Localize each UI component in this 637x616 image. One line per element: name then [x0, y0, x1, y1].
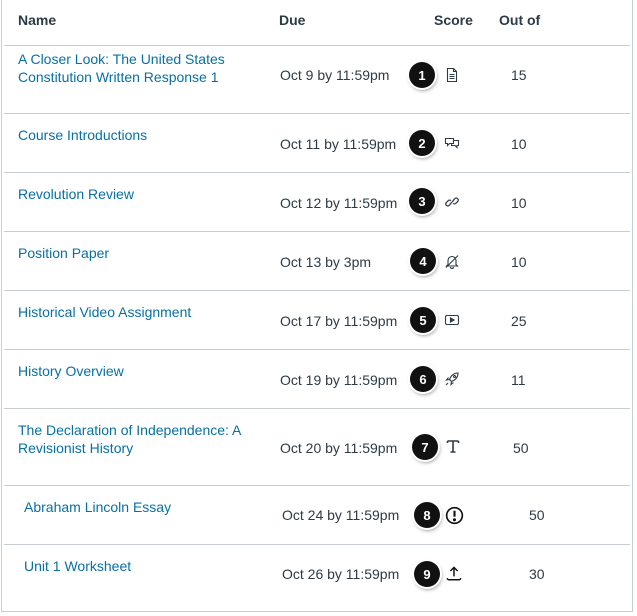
video-icon [444, 312, 460, 328]
document-icon [444, 67, 460, 83]
points-possible: 25 [511, 313, 527, 329]
assignment-link[interactable]: Revolution Review [18, 186, 134, 202]
due-date: Oct 13 by 3pm [280, 254, 372, 270]
due-date: Oct 26 by 11:59pm [282, 566, 400, 582]
due-date: Oct 20 by 11:59pm [280, 440, 398, 456]
assignment-link[interactable]: Historical Video Assignment [18, 304, 192, 320]
table-row: Historical Video Assignment Oct 17 by 11… [2, 291, 632, 349]
column-header-name: Name [18, 12, 57, 28]
due-date: Oct 11 by 11:59pm [280, 136, 397, 152]
warning-circle-icon [445, 506, 464, 525]
assignment-link[interactable]: History Overview [18, 363, 124, 379]
column-header-out-of: Out of [499, 12, 541, 28]
points-possible: 30 [529, 566, 545, 582]
callout-badge: 9 [414, 561, 440, 587]
table-row: Revolution Review Oct 12 by 11:59pm 3 10 [2, 173, 632, 231]
callout-badge: 5 [410, 307, 436, 333]
table-row: Position Paper Oct 13 by 3pm 4 10 [2, 232, 632, 290]
table-row: History Overview Oct 19 by 11:59pm 6 11 [2, 350, 632, 408]
points-possible: 50 [529, 507, 545, 523]
due-date: Oct 19 by 11:59pm [280, 372, 398, 388]
row-divider [4, 485, 630, 486]
assignment-link[interactable]: Position Paper [18, 245, 110, 261]
points-possible: 50 [513, 440, 529, 456]
callout-badge: 6 [410, 366, 436, 392]
text-icon [445, 438, 461, 454]
points-possible: 10 [511, 195, 527, 211]
points-possible: 11 [511, 372, 526, 388]
upload-icon [445, 564, 463, 582]
row-divider [4, 349, 630, 350]
row-divider [4, 172, 630, 173]
due-date: Oct 12 by 11:59pm [280, 195, 398, 211]
link-icon [444, 194, 460, 210]
points-possible: 10 [511, 254, 527, 270]
header-divider [4, 45, 630, 46]
table-row: The Declaration of Independence: A Revis… [2, 409, 632, 485]
table-row: Unit 1 Worksheet Oct 26 by 11:59pm 9 30 [2, 545, 632, 607]
row-divider [4, 544, 630, 545]
due-date: Oct 24 by 11:59pm [282, 507, 400, 523]
assignment-link[interactable]: The Declaration of Independence: A Revis… [18, 422, 241, 456]
table-row: Course Introductions Oct 11 by 11:59pm 2… [2, 114, 632, 172]
assignment-link[interactable]: Abraham Lincoln Essay [24, 499, 172, 515]
assignment-link[interactable]: A Closer Look: The United States Constit… [18, 51, 225, 85]
table-row: A Closer Look: The United States Constit… [2, 46, 632, 104]
table-header: Name Due Score Out of [2, 0, 632, 45]
due-date: Oct 9 by 11:59pm [280, 67, 390, 83]
rocket-icon [444, 371, 460, 387]
discussion-icon [444, 135, 460, 151]
callout-badge: 8 [414, 502, 440, 528]
due-date: Oct 17 by 11:59pm [280, 313, 398, 329]
points-possible: 10 [511, 136, 527, 152]
callout-badge: 3 [409, 188, 435, 214]
column-header-due: Due [279, 12, 306, 28]
assignment-link[interactable]: Unit 1 Worksheet [24, 558, 132, 574]
column-header-score: Score [434, 12, 473, 28]
row-divider [4, 113, 630, 114]
callout-badge: 2 [409, 130, 435, 156]
callout-badge: 4 [410, 248, 436, 274]
callout-badge: 1 [409, 62, 435, 88]
table-row: Abraham Lincoln Essay Oct 24 by 11:59pm … [2, 486, 632, 544]
row-divider [4, 408, 630, 409]
muted-bell-icon [444, 253, 460, 269]
points-possible: 15 [511, 67, 527, 83]
row-divider [4, 231, 630, 232]
row-divider [4, 290, 630, 291]
callout-badge: 7 [412, 434, 438, 460]
assignment-link[interactable]: Course Introductions [18, 127, 148, 143]
